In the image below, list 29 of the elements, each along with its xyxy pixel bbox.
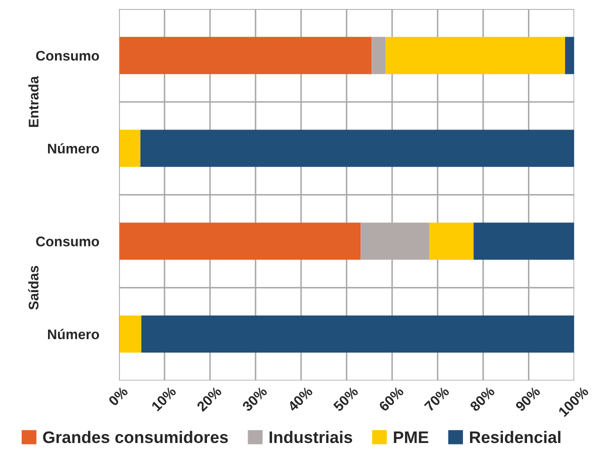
bar bbox=[119, 36, 372, 74]
x-tick-label: 50% bbox=[332, 386, 359, 412]
bar bbox=[141, 316, 574, 353]
legend-label: Residencial bbox=[470, 430, 560, 444]
x-tick-label: 80% bbox=[469, 386, 496, 412]
x-tick-label: 0% bbox=[108, 386, 128, 406]
bar bbox=[119, 222, 361, 260]
x-tick-label: 90% bbox=[514, 386, 541, 412]
text: Saídas bbox=[28, 266, 39, 310]
text: Entrada bbox=[28, 76, 39, 127]
y-tick-label: Consumo bbox=[36, 50, 100, 61]
bar bbox=[140, 130, 574, 167]
bar bbox=[474, 222, 574, 260]
y-tick-label: Consumo bbox=[36, 236, 100, 246]
bar bbox=[372, 36, 386, 74]
x-tick-label: 40% bbox=[287, 386, 314, 412]
bar bbox=[119, 316, 142, 353]
legend-label: PME bbox=[394, 432, 428, 443]
x-tick-label: 60% bbox=[378, 386, 404, 412]
bar bbox=[429, 222, 474, 260]
bar bbox=[565, 36, 574, 74]
x-tick-label: 70% bbox=[424, 386, 450, 412]
y-tick-label: Número bbox=[48, 328, 100, 340]
y-tick-label: Número bbox=[48, 143, 100, 154]
x-tick-label: 30% bbox=[242, 386, 268, 412]
legend-label: Grandes consumidores bbox=[43, 430, 228, 444]
bar bbox=[386, 36, 566, 74]
legend-label: Industriais bbox=[270, 430, 352, 444]
bar bbox=[119, 130, 140, 167]
